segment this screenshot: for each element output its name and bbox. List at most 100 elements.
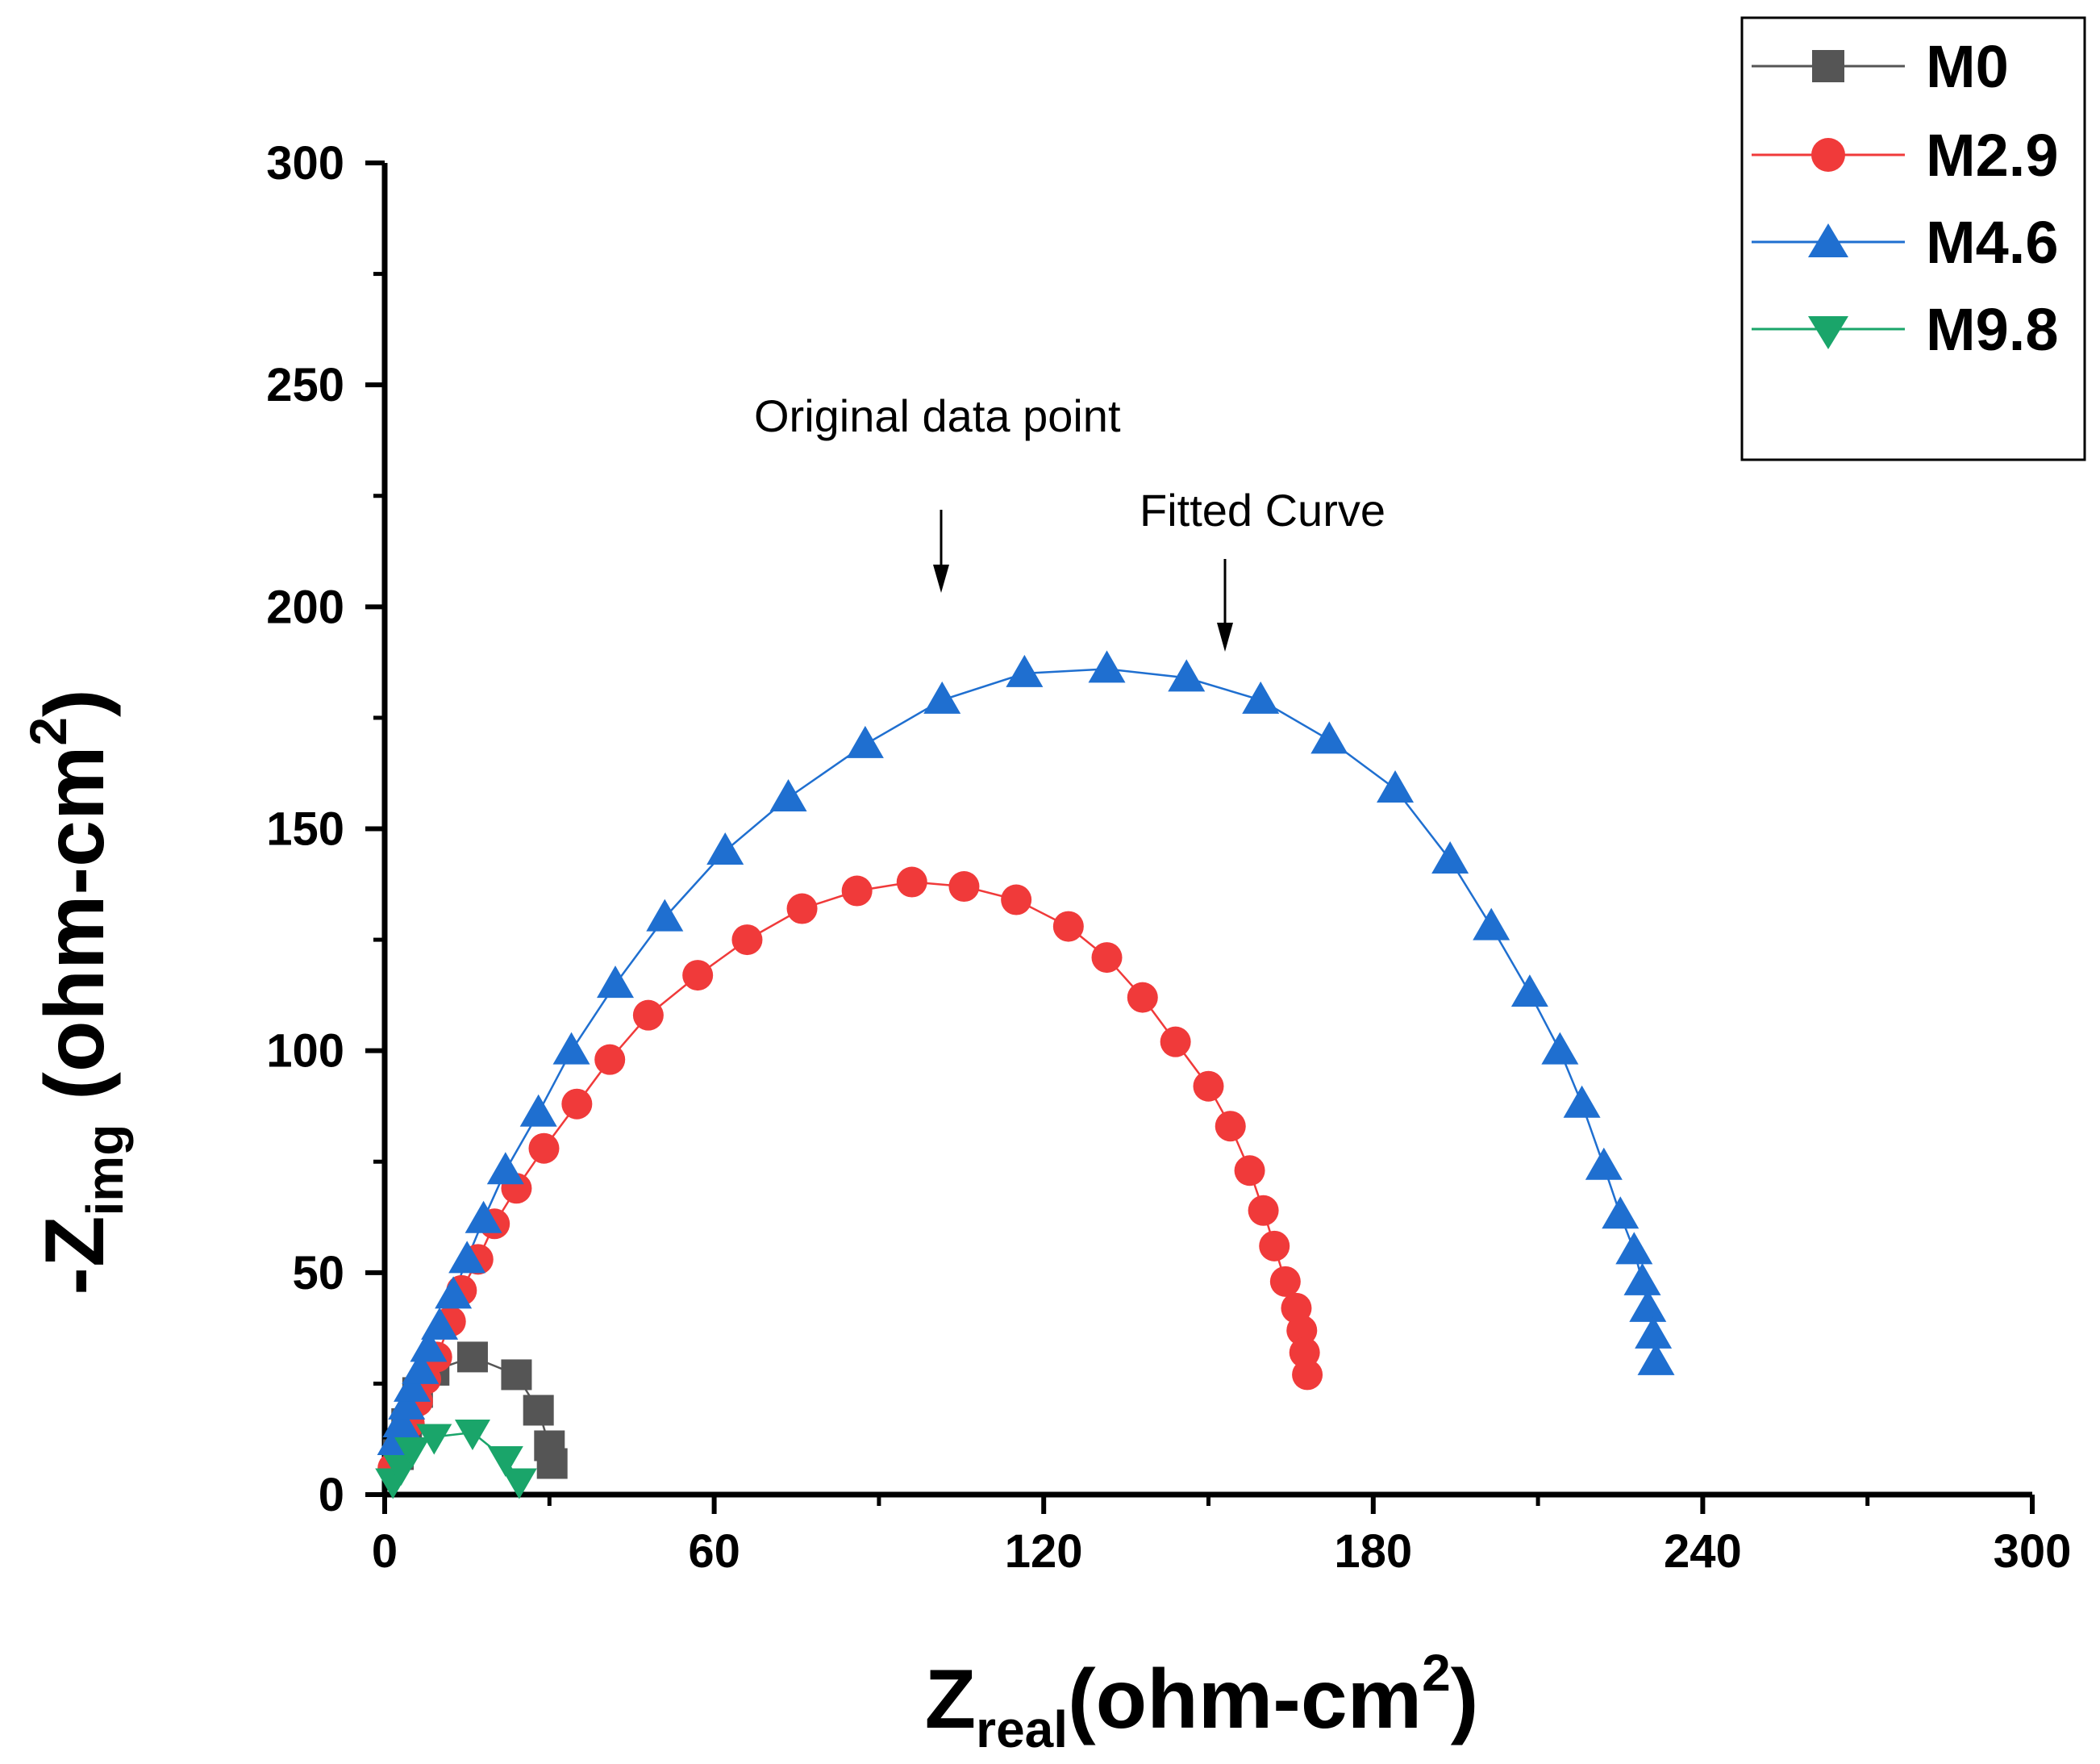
- annotation-original-data-point-label: Original data point: [754, 390, 1121, 441]
- data-point-M2.9: [731, 924, 763, 956]
- x-tick-label: 120: [1005, 1525, 1083, 1578]
- data-point-M9.8: [416, 1424, 452, 1455]
- data-point-M2.9: [1289, 1337, 1320, 1368]
- data-point-M4.6: [923, 681, 961, 714]
- data-point-M2.9: [632, 999, 664, 1031]
- data-point-M4.6: [1541, 1032, 1579, 1065]
- legend-entry-m0: M0: [1752, 33, 2009, 100]
- legend-entry-m98: M9.8: [1752, 296, 2059, 363]
- data-point-M4.6: [1377, 769, 1415, 803]
- y-tick-label: 100: [266, 1025, 344, 1078]
- x-axis-label-main: Z: [925, 1653, 977, 1746]
- annotation-fitted-arrow-head: [1217, 623, 1233, 652]
- data-point-M2.9: [1160, 1026, 1191, 1057]
- x-tick-label: 180: [1334, 1525, 1412, 1578]
- data-point-M4.6: [1585, 1147, 1623, 1180]
- x-axis-label-unit: (ohm-cm: [1068, 1653, 1422, 1746]
- y-tick-label: 300: [266, 137, 344, 190]
- legend-marker-triangle-down: [1808, 316, 1848, 349]
- legend-label-m29: M2.9: [1926, 122, 2059, 189]
- legend-marker-square: [1812, 50, 1844, 82]
- data-point-M4.6: [465, 1200, 502, 1233]
- data-point-M4.6: [394, 1369, 431, 1402]
- data-point-M0: [501, 1359, 532, 1391]
- axes: 0 60 120 180 240 300 0 50 100 150 200 250 300: [266, 137, 2071, 1578]
- x-tick-label: 240: [1664, 1525, 1742, 1578]
- data-point-M2.9: [1052, 911, 1084, 942]
- y-axis-label: -Zimg (ohm-cm2): [19, 689, 134, 1295]
- data-point-M4.6: [769, 778, 807, 811]
- data-point-M2.9: [786, 893, 818, 924]
- data-point-M4.6: [1510, 974, 1548, 1007]
- annotation-original-arrow-head: [933, 565, 949, 593]
- data-point-M2.9: [561, 1088, 593, 1120]
- x-axis-label-sup: 2: [1422, 1644, 1451, 1702]
- data-point-M4.6: [1602, 1196, 1640, 1229]
- data-point-M4.6: [448, 1241, 486, 1274]
- data-point-M4.6: [486, 1152, 524, 1185]
- data-point-M0: [456, 1341, 488, 1373]
- data-point-M2.9: [841, 875, 873, 907]
- y-tick-label: 150: [266, 803, 344, 856]
- data-point-M2.9: [1286, 1315, 1318, 1346]
- legend-marker-circle: [1811, 138, 1845, 172]
- y-tick-label: 250: [266, 359, 344, 411]
- data-point-M4.6: [1431, 841, 1469, 874]
- data-point-M4.6: [435, 1276, 473, 1309]
- legend-box: [1740, 16, 2086, 461]
- data-point-M4.6: [1310, 721, 1348, 754]
- y-axis-label-close: ): [28, 689, 122, 717]
- data-point-M4.6: [1242, 681, 1280, 714]
- data-point-M4.6: [846, 725, 884, 758]
- data-point-M4.6: [1635, 1316, 1673, 1349]
- x-tick-label: 60: [688, 1525, 740, 1578]
- data-point-M2.9: [1234, 1155, 1265, 1186]
- data-point-M2.9: [1292, 1359, 1323, 1391]
- data-point-M4.6: [519, 1094, 557, 1127]
- legend-label-m0: M0: [1926, 33, 2009, 100]
- annotation-fitted-curve: Fitted Curve: [1140, 485, 1385, 652]
- data-markers: [375, 650, 1675, 1499]
- y-axis-label-main: -Z: [28, 1216, 122, 1295]
- data-point-M4.6: [1615, 1232, 1653, 1265]
- data-point-M2.9: [528, 1132, 560, 1164]
- data-point-M2.9: [682, 960, 714, 991]
- data-point-M4.6: [646, 899, 684, 932]
- x-axis-label: Zreal(ohm-cm2): [925, 1644, 1479, 1758]
- data-point-M9.8: [501, 1468, 537, 1499]
- legend-entry-m29: M2.9: [1752, 122, 2059, 189]
- data-point-M4.6: [402, 1351, 440, 1384]
- annotation-fitted-curve-label: Fitted Curve: [1140, 485, 1385, 536]
- data-point-M2.9: [896, 866, 927, 898]
- data-point-M2.9: [1127, 982, 1158, 1013]
- legend-label-m98: M9.8: [1926, 296, 2059, 363]
- fitted-curve-M4.6: [394, 668, 1657, 1442]
- data-point-M4.6: [421, 1307, 459, 1340]
- x-axis-label-close: ): [1451, 1653, 1479, 1746]
- data-point-M4.6: [1168, 659, 1206, 692]
- data-point-M2.9: [594, 1044, 626, 1075]
- data-point-M4.6: [1006, 654, 1044, 687]
- data-point-M2.9: [1259, 1230, 1290, 1261]
- x-tick-label: 0: [372, 1525, 398, 1578]
- data-point-M4.6: [382, 1404, 420, 1437]
- data-point-M4.6: [552, 1032, 590, 1065]
- data-point-M4.6: [597, 965, 635, 999]
- data-point-M0: [536, 1448, 568, 1479]
- data-point-M9.8: [487, 1445, 523, 1477]
- legend: M0 M2.9 M4.6 M9.8: [1740, 16, 2086, 461]
- x-tick-label: 300: [1994, 1525, 2072, 1578]
- y-axis-label-unit: (ohm-cm: [28, 746, 122, 1100]
- data-point-M4.6: [1088, 650, 1126, 683]
- data-point-M4.6: [706, 832, 744, 865]
- data-point-M4.6: [1563, 1085, 1601, 1118]
- y-tick-label: 200: [266, 581, 344, 633]
- data-point-M4.6: [1637, 1342, 1675, 1375]
- data-point-M2.9: [948, 871, 980, 903]
- data-point-M4.6: [1623, 1262, 1661, 1295]
- x-axis-label-sub: real: [976, 1700, 1068, 1758]
- data-point-M2.9: [1215, 1111, 1246, 1142]
- data-point-M2.9: [1248, 1195, 1279, 1226]
- y-axis-label-sup: 2: [19, 717, 77, 746]
- data-point-M4.6: [1473, 907, 1510, 940]
